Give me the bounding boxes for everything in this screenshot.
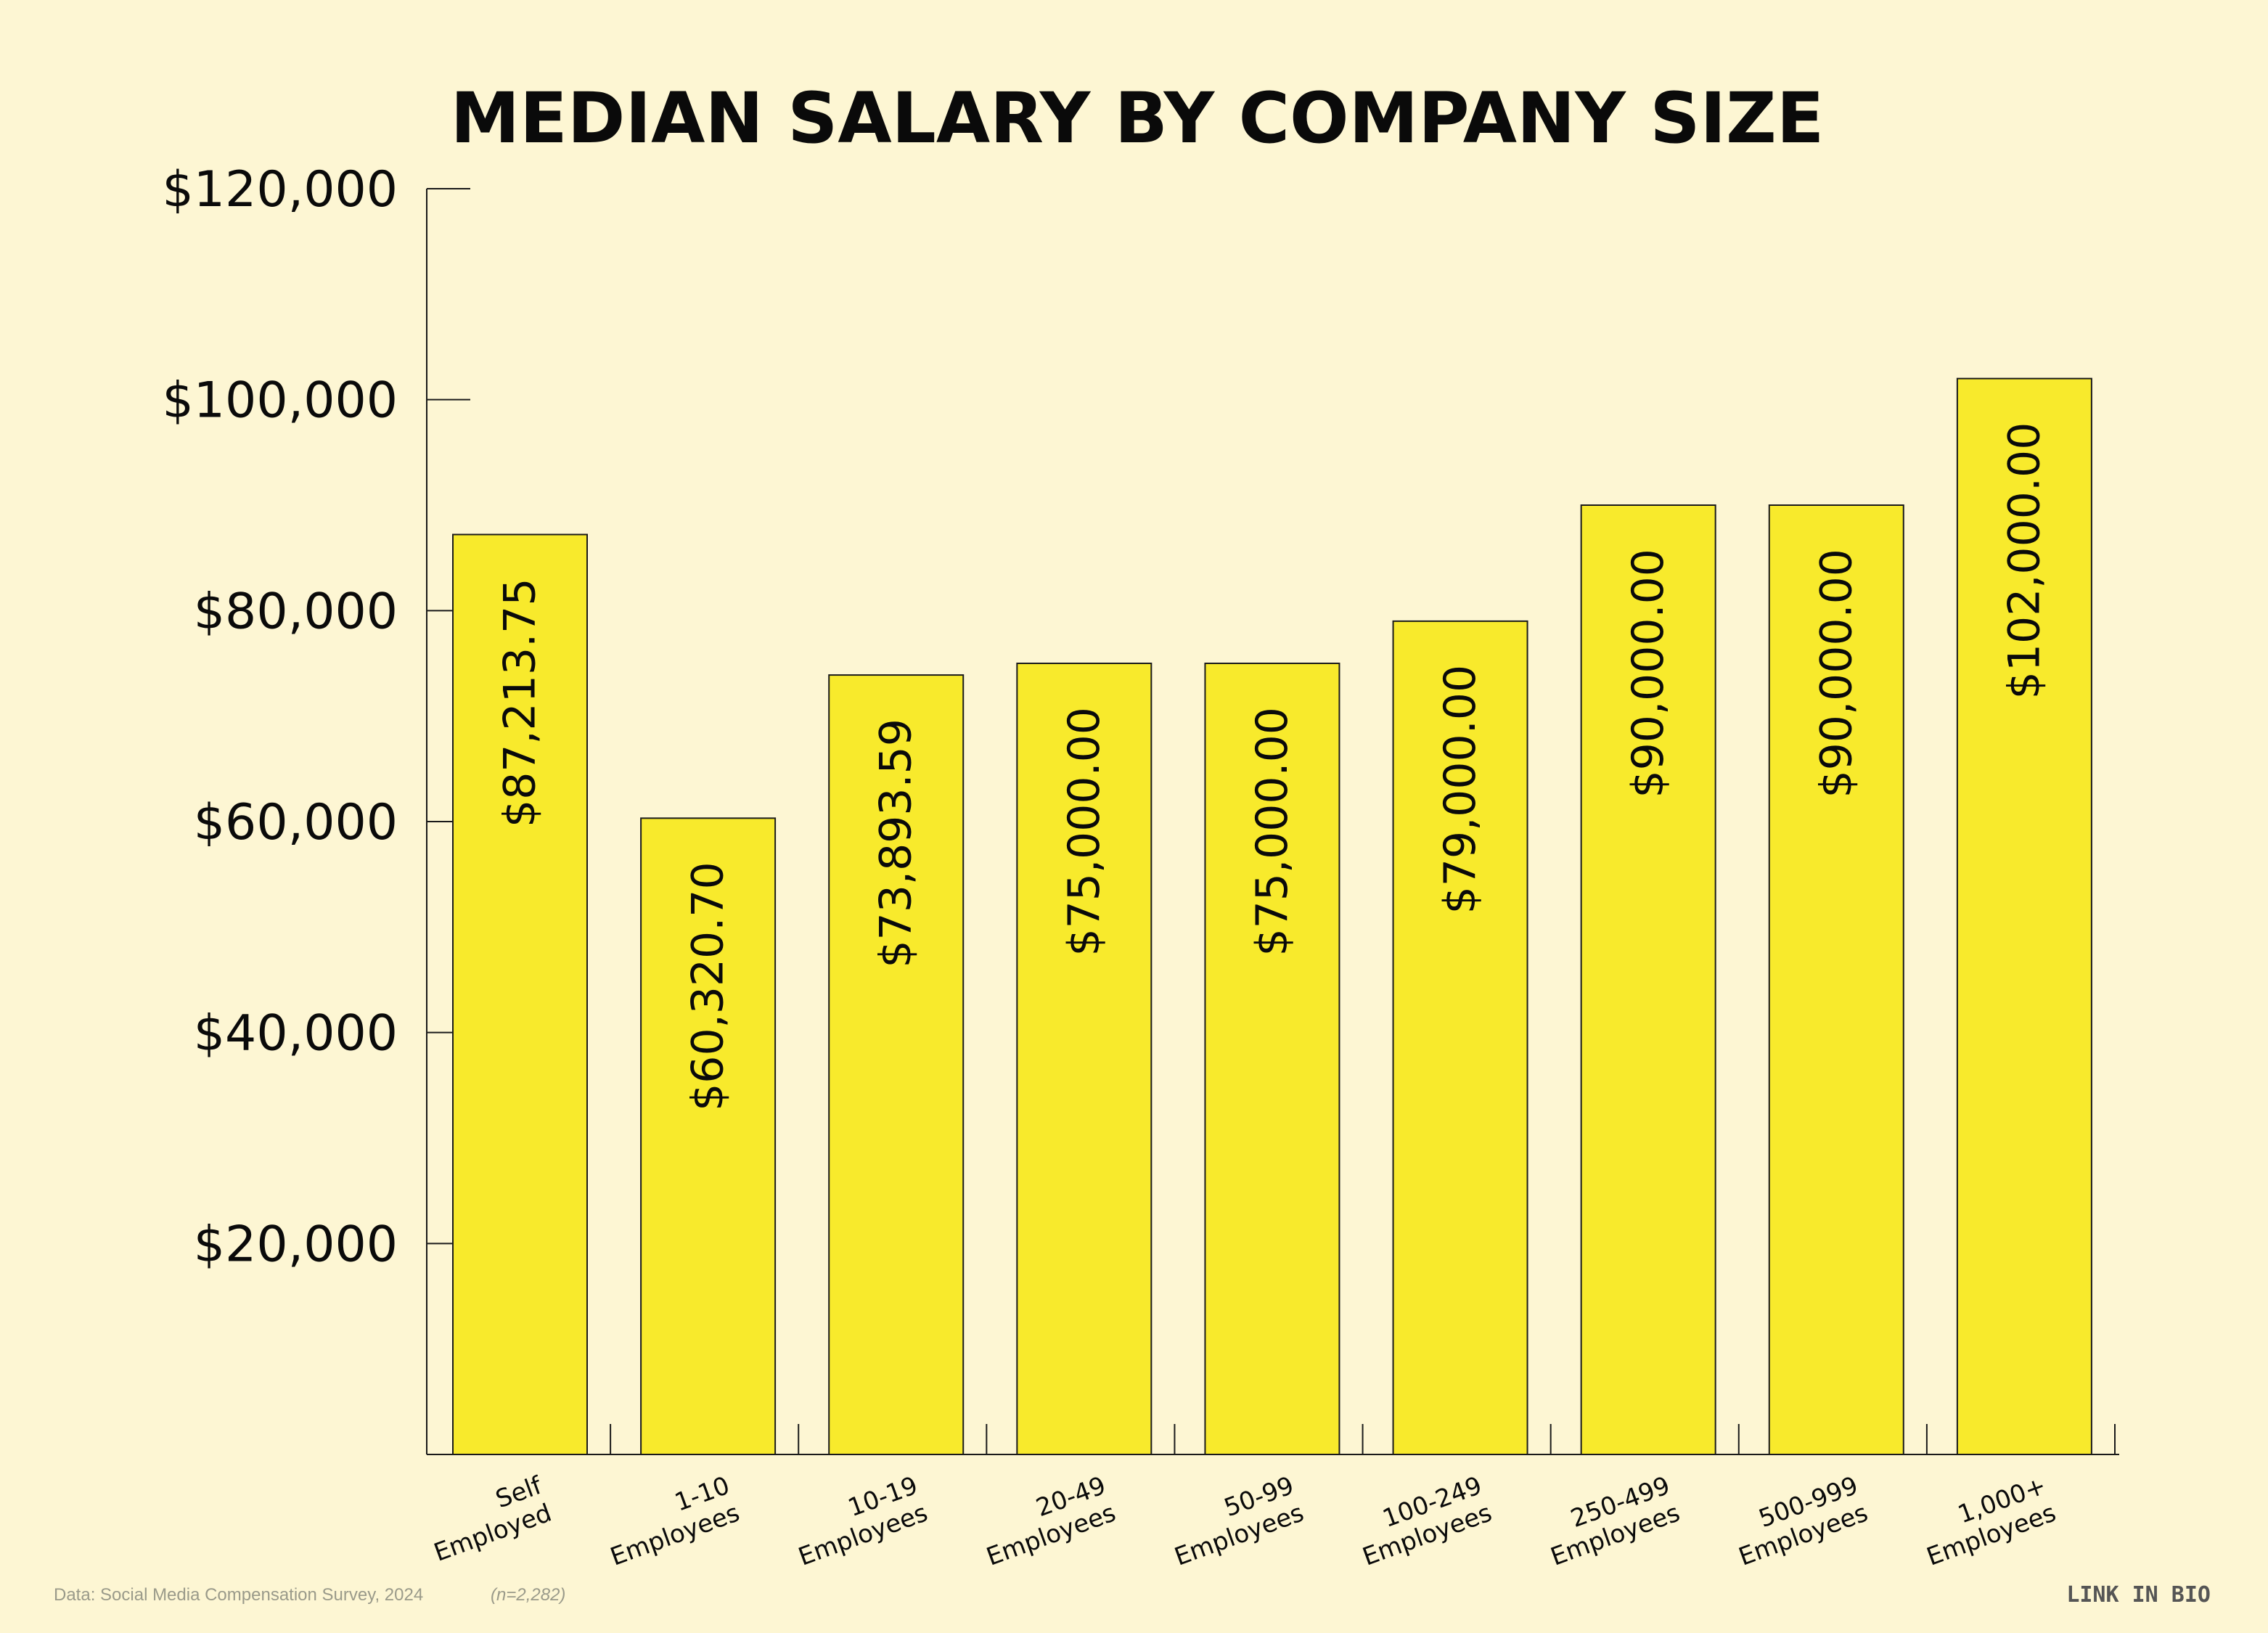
bar-value-label: $90,000.00	[1623, 549, 1674, 798]
bar	[1016, 663, 1153, 1455]
source-note: Data: Social Media Compensation Survey, …	[54, 1585, 423, 1605]
bar-value-label: $87,213.75	[495, 578, 546, 827]
bar	[1956, 377, 2092, 1455]
y-tick-label: $100,000	[163, 372, 398, 430]
bar-value-label: $60,320.70	[683, 861, 734, 1111]
chart-title: MEDIAN SALARY BY COMPANY SIZE	[451, 78, 1825, 159]
bar-value-label: $90,000.00	[1811, 549, 1862, 798]
bar-value-label: $102,000.00	[1999, 422, 2050, 700]
bar-value-label: $79,000.00	[1435, 665, 1486, 914]
bar	[1392, 620, 1528, 1455]
y-tick-label: $20,000	[194, 1216, 398, 1273]
bar-value-label: $73,893.59	[871, 719, 922, 968]
y-tick-label: $120,000	[163, 161, 398, 218]
bar	[452, 533, 588, 1455]
bar-value-label: $75,000.00	[1247, 707, 1298, 957]
y-tick-label: $60,000	[194, 794, 398, 851]
y-tick-label: $80,000	[194, 583, 398, 640]
axes: $20,000 $40,000 $60,000 $80,000 $100,000 $120…	[163, 161, 2119, 1455]
bars: $87,213.75 $60,320.70 $73,893.59 $75,000.00…	[452, 377, 2092, 1455]
brand-logo: LINK IN BIO	[2066, 1582, 2211, 1608]
bar	[828, 674, 965, 1455]
bar-value-label: $75,000.00	[1059, 707, 1110, 957]
bar	[1204, 663, 1340, 1455]
bar	[1580, 504, 1716, 1455]
y-tick-label: $40,000	[194, 1005, 398, 1063]
bar	[1768, 504, 1904, 1455]
sample-size-note: (n=2,282)	[491, 1585, 565, 1605]
bar	[640, 817, 777, 1455]
